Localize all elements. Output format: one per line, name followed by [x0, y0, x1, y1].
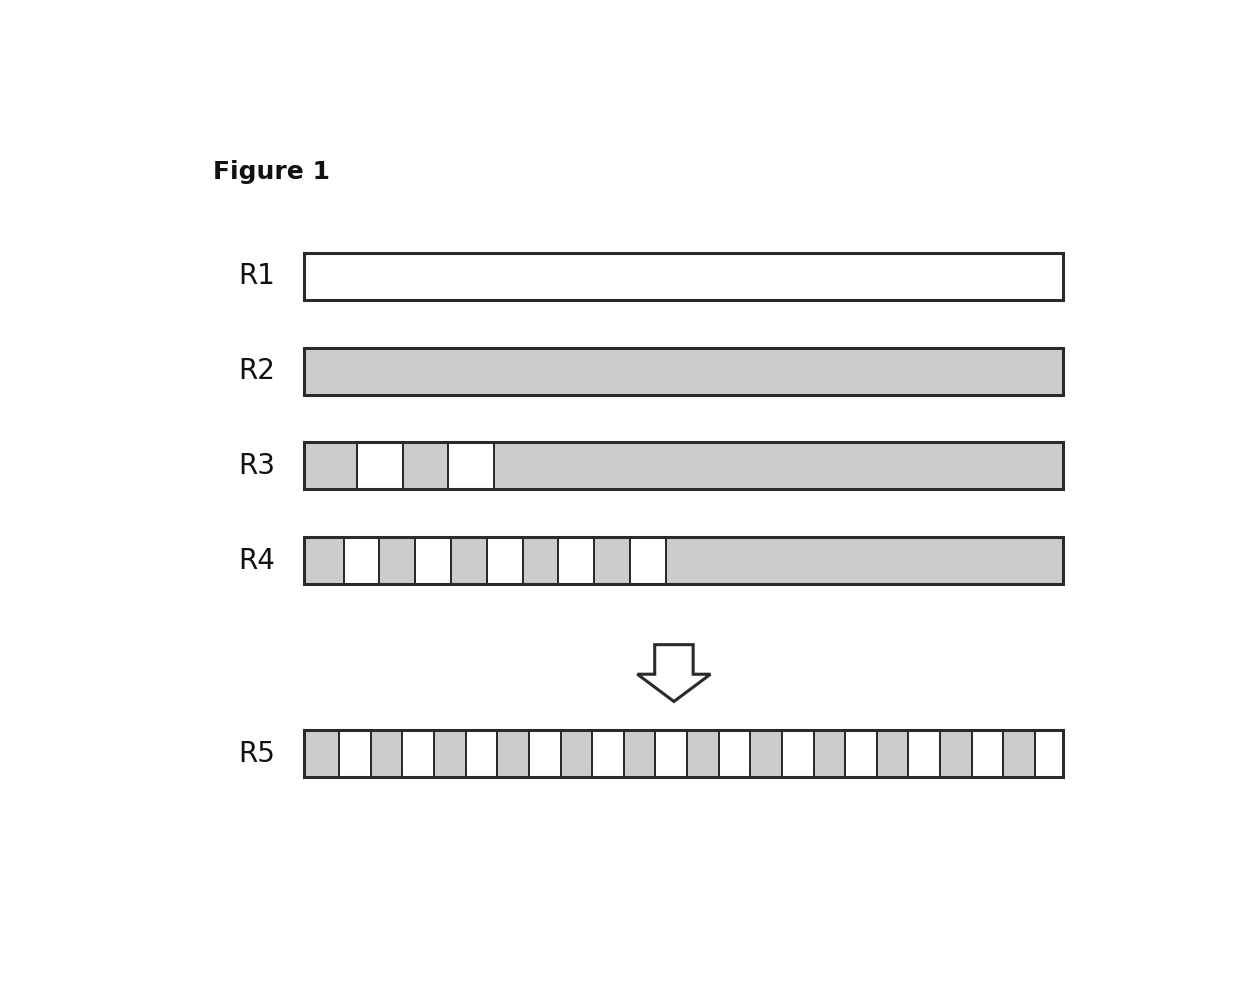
Bar [630, 537, 666, 584]
Bar [451, 537, 487, 584]
Bar [487, 537, 522, 584]
Bar [940, 730, 972, 777]
Bar [719, 730, 750, 777]
Bar [402, 730, 434, 777]
Bar [624, 730, 656, 777]
Bar [339, 730, 371, 777]
Text: R5: R5 [238, 740, 275, 768]
Bar [371, 730, 402, 777]
Bar [877, 730, 909, 777]
Bar [594, 537, 630, 584]
Bar [403, 443, 448, 489]
Bar [909, 730, 940, 777]
Text: Figure 1: Figure 1 [213, 159, 330, 184]
Polygon shape [637, 645, 711, 702]
Bar [304, 253, 1063, 300]
Text: R2: R2 [238, 357, 275, 385]
Bar [522, 537, 558, 584]
Bar [343, 537, 379, 584]
Text: R1: R1 [238, 263, 275, 290]
Bar [304, 443, 1063, 489]
Bar [846, 730, 877, 777]
Bar [304, 347, 1063, 395]
Bar [494, 443, 1063, 489]
Bar [304, 730, 339, 777]
Bar [304, 347, 1063, 395]
Bar [357, 443, 403, 489]
Text: R4: R4 [238, 546, 275, 575]
Bar [448, 443, 494, 489]
Bar [750, 730, 782, 777]
Bar [972, 730, 1003, 777]
Bar [434, 730, 466, 777]
Bar [304, 253, 1063, 300]
Bar [379, 537, 415, 584]
Bar [304, 537, 1063, 584]
Bar [497, 730, 529, 777]
Bar [304, 730, 1063, 777]
Bar [466, 730, 497, 777]
Bar [529, 730, 560, 777]
Text: R3: R3 [238, 452, 275, 480]
Bar [1035, 730, 1063, 777]
Bar [782, 730, 813, 777]
Bar [687, 730, 719, 777]
Bar [656, 730, 687, 777]
Bar [593, 730, 624, 777]
Bar [304, 443, 357, 489]
Bar [813, 730, 846, 777]
Bar [560, 730, 593, 777]
Bar [1003, 730, 1035, 777]
Bar [558, 537, 594, 584]
Bar [415, 537, 451, 584]
Bar [304, 537, 343, 584]
Bar [666, 537, 1063, 584]
